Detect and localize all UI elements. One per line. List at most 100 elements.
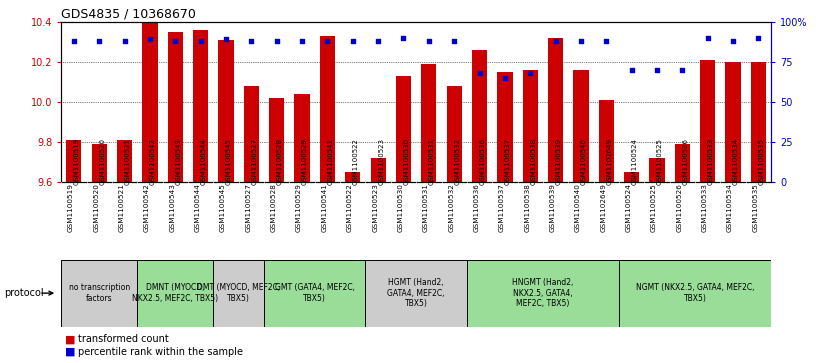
Text: GSM1100527: GSM1100527 <box>251 138 257 185</box>
Point <box>270 38 283 44</box>
Bar <box>219 40 233 182</box>
Text: GSM1100536: GSM1100536 <box>480 138 486 185</box>
Text: percentile rank within the sample: percentile rank within the sample <box>78 347 242 357</box>
Point <box>371 38 384 44</box>
Point <box>499 75 512 81</box>
Point <box>321 38 334 44</box>
Point <box>726 38 739 44</box>
Point <box>346 38 359 44</box>
Point <box>423 38 436 44</box>
Text: GSM1100527: GSM1100527 <box>246 183 251 232</box>
Point <box>625 67 638 73</box>
Text: GSM1100538: GSM1100538 <box>530 138 536 185</box>
Text: HGMT (Hand2,
GATA4, MEF2C,
TBX5): HGMT (Hand2, GATA4, MEF2C, TBX5) <box>388 278 445 308</box>
Bar <box>624 172 639 182</box>
Bar <box>295 94 309 182</box>
Text: GSM1100539: GSM1100539 <box>556 138 561 185</box>
Point <box>752 35 765 41</box>
Text: GSM1100534: GSM1100534 <box>733 138 739 185</box>
Point <box>574 38 588 44</box>
Text: GDS4835 / 10368670: GDS4835 / 10368670 <box>61 8 196 21</box>
Bar <box>497 72 512 182</box>
Text: GSM1100537: GSM1100537 <box>505 138 511 185</box>
Bar <box>366 260 467 327</box>
Text: GSM1100536: GSM1100536 <box>473 183 480 232</box>
Text: GSM1100535: GSM1100535 <box>752 183 758 232</box>
Point <box>169 38 182 44</box>
Point <box>295 38 308 44</box>
Text: GSM1100541: GSM1100541 <box>322 183 327 232</box>
Bar <box>320 36 335 182</box>
Text: GSM1100543: GSM1100543 <box>175 138 181 185</box>
Text: GSM1100530: GSM1100530 <box>403 138 410 185</box>
Text: GSM1100528: GSM1100528 <box>277 138 282 185</box>
Text: GSM1100541: GSM1100541 <box>327 138 334 185</box>
Text: GSM1100533: GSM1100533 <box>707 138 714 185</box>
Bar <box>751 62 766 182</box>
Text: GSM1100526: GSM1100526 <box>682 138 689 185</box>
Text: GSM1100544: GSM1100544 <box>195 183 201 232</box>
Point <box>194 38 207 44</box>
Bar <box>548 38 563 182</box>
Text: GSM1102649: GSM1102649 <box>606 138 612 185</box>
Bar <box>396 76 411 182</box>
Text: GSM1100521: GSM1100521 <box>118 183 125 232</box>
Bar <box>168 32 183 182</box>
Text: ■: ■ <box>65 334 76 344</box>
Bar <box>467 260 619 327</box>
Text: GSM1100532: GSM1100532 <box>448 183 455 232</box>
Text: DMNT (MYOCD,
NKX2.5, MEF2C, TBX5): DMNT (MYOCD, NKX2.5, MEF2C, TBX5) <box>132 284 219 303</box>
Bar <box>725 62 741 182</box>
Bar <box>91 144 107 182</box>
Text: GSM1100522: GSM1100522 <box>353 139 359 185</box>
Text: GSM1100542: GSM1100542 <box>144 183 150 232</box>
Text: transformed count: transformed count <box>78 334 168 344</box>
Text: GSM1100528: GSM1100528 <box>271 183 277 232</box>
Bar <box>345 172 361 182</box>
Text: GSM1100531: GSM1100531 <box>423 183 429 232</box>
Text: GSM1100545: GSM1100545 <box>226 139 232 185</box>
Text: GSM1100544: GSM1100544 <box>201 139 206 185</box>
Text: GSM1100538: GSM1100538 <box>524 183 530 232</box>
Text: GSM1100524: GSM1100524 <box>632 139 637 185</box>
Point <box>650 67 663 73</box>
Text: GSM1100523: GSM1100523 <box>372 183 378 232</box>
Point <box>701 35 714 41</box>
Text: GSM1100521: GSM1100521 <box>125 138 131 185</box>
Text: GSM1100523: GSM1100523 <box>378 138 384 185</box>
Bar <box>193 30 208 181</box>
Text: GSM1100520: GSM1100520 <box>100 138 105 185</box>
Text: GSM1100524: GSM1100524 <box>626 183 632 232</box>
Text: ■: ■ <box>65 347 76 357</box>
Bar <box>137 260 213 327</box>
Text: GSM1100545: GSM1100545 <box>220 183 226 232</box>
Text: GSM1100542: GSM1100542 <box>150 139 156 185</box>
Text: GSM1100526: GSM1100526 <box>676 183 682 232</box>
Point <box>93 38 106 44</box>
Bar <box>599 100 614 182</box>
Bar <box>522 70 538 182</box>
Point <box>676 67 689 73</box>
Bar <box>213 260 264 327</box>
Text: GSM1100525: GSM1100525 <box>651 183 657 232</box>
Bar <box>619 260 771 327</box>
Point <box>448 38 461 44</box>
Text: protocol: protocol <box>4 288 44 298</box>
Bar <box>142 22 157 182</box>
Bar <box>61 260 137 327</box>
Text: HNGMT (Hand2,
NKX2.5, GATA4,
MEF2C, TBX5): HNGMT (Hand2, NKX2.5, GATA4, MEF2C, TBX5… <box>512 278 574 308</box>
Text: GSM1100522: GSM1100522 <box>347 183 353 232</box>
Bar <box>700 60 716 182</box>
Text: GSM1100519: GSM1100519 <box>74 138 80 185</box>
Text: GSM1100540: GSM1100540 <box>575 183 581 232</box>
Bar <box>244 86 259 182</box>
Text: GSM1100534: GSM1100534 <box>727 183 733 232</box>
Text: GSM1100533: GSM1100533 <box>702 183 707 232</box>
Text: GSM1100540: GSM1100540 <box>581 138 587 185</box>
Text: GSM1100529: GSM1100529 <box>302 138 308 185</box>
Point <box>68 38 81 44</box>
Text: GSM1102649: GSM1102649 <box>601 183 606 232</box>
Text: no transcription
factors: no transcription factors <box>69 284 130 303</box>
Bar <box>574 70 588 182</box>
Bar <box>675 144 690 182</box>
